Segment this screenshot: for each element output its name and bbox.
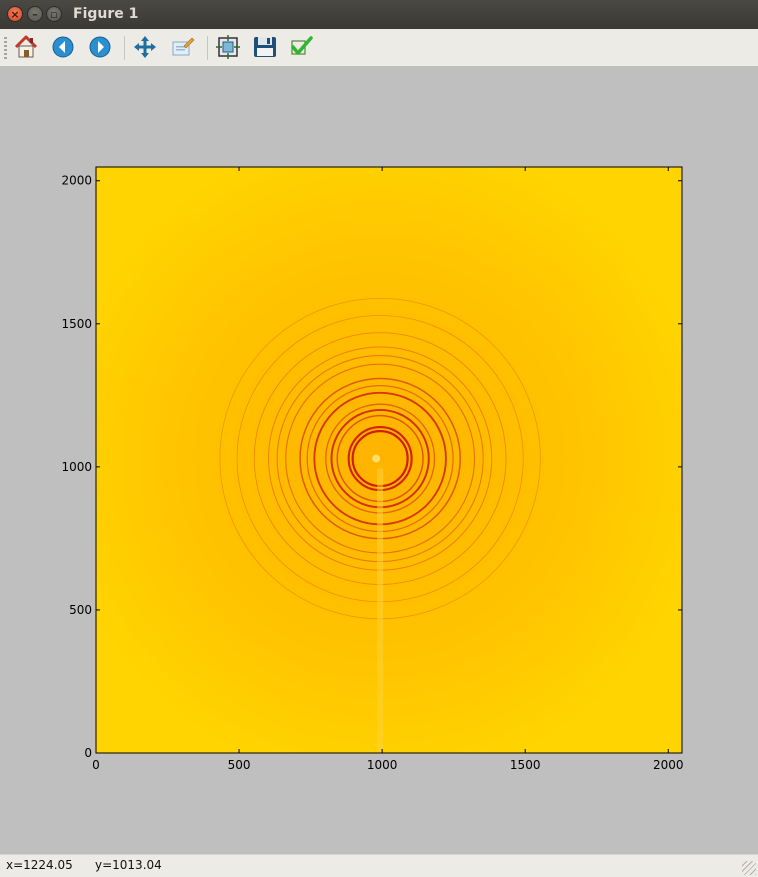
- toolbar-separator: [124, 36, 125, 60]
- toolbar-grip[interactable]: [4, 37, 7, 59]
- x-tick-label: 500: [228, 758, 251, 772]
- heatmap-chart[interactable]: 0 500 1000 1500 2000 0 500 1000 1500 2000: [0, 66, 758, 854]
- zoom-button[interactable]: [170, 34, 196, 60]
- pan-button[interactable]: [132, 34, 158, 60]
- x-tick-label: 0: [92, 758, 100, 772]
- window-title: Figure 1: [73, 6, 139, 22]
- beam-center-spot: [372, 454, 381, 463]
- move-arrows-icon: [134, 36, 156, 58]
- axis-ticks: 0 500 1000 1500 2000 0 500 1000 1500 2000: [61, 167, 684, 772]
- subplots-button[interactable]: [215, 34, 241, 60]
- axes-frame: [95, 166, 683, 754]
- x-tick-label: 1000: [367, 758, 398, 772]
- toolbar-separator: [207, 36, 208, 60]
- y-tick-label: 1000: [61, 460, 92, 474]
- back-button[interactable]: [50, 34, 76, 60]
- heatmap-field: [96, 167, 682, 753]
- edit-axes-button[interactable]: [289, 34, 315, 60]
- y-tick-label: 0: [84, 746, 92, 760]
- x-tick-label: 1500: [510, 758, 541, 772]
- zoom-rect-icon: [172, 37, 195, 56]
- maximize-window-button[interactable]: ▫: [46, 6, 62, 22]
- y-tick-label: 500: [69, 603, 92, 617]
- floppy-disk-icon: [254, 37, 276, 57]
- y-tick-label: 2000: [61, 174, 92, 188]
- save-button[interactable]: [252, 34, 278, 60]
- toolbar: [0, 29, 758, 67]
- home-icon: [14, 35, 38, 58]
- status-bar: x=1224.05 y=1013.04: [0, 854, 758, 877]
- cursor-x-readout: x=1224.05: [6, 858, 73, 872]
- minimize-window-button[interactable]: –: [27, 6, 43, 22]
- window-titlebar: × – ▫ Figure 1: [0, 0, 758, 29]
- y-tick-label: 1500: [61, 317, 92, 331]
- x-tick-label: 2000: [653, 758, 684, 772]
- close-window-button[interactable]: ×: [7, 6, 23, 22]
- home-button[interactable]: [13, 34, 39, 60]
- forward-button[interactable]: [87, 34, 113, 60]
- forward-arrow-icon: [89, 36, 111, 58]
- back-arrow-icon: [52, 36, 74, 58]
- resize-grip[interactable]: [742, 861, 756, 875]
- cursor-y-readout: y=1013.04: [95, 858, 162, 872]
- checkmark-icon: [291, 36, 313, 55]
- beamstop-shadow: [377, 468, 384, 753]
- subplots-config-icon: [216, 35, 240, 59]
